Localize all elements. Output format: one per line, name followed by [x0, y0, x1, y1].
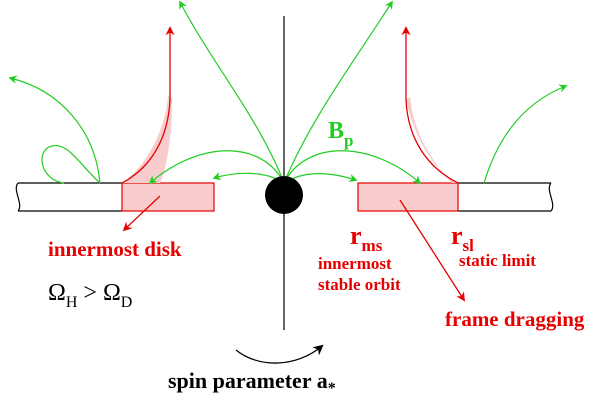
plunge-region-right — [406, 97, 458, 183]
spin-parameter-label: spin parameter a* — [168, 368, 336, 397]
static-limit-label: static limit — [459, 251, 536, 270]
red-field-line-right — [401, 26, 459, 184]
innermost-disk-arrow — [122, 195, 161, 232]
innermost-disk-left — [121, 182, 215, 212]
black-hole — [265, 176, 303, 214]
field-loop-left — [41, 145, 101, 184]
red-field-line-left — [121, 26, 175, 184]
rms-label: rms — [350, 221, 383, 255]
poloidal-field-lines — [8, 0, 568, 185]
innermost-stable-orbit-line2: stable orbit — [318, 275, 401, 294]
innermost-disk-right — [357, 182, 459, 212]
outer-disk-right — [458, 182, 554, 212]
bp-label: Bp — [328, 118, 353, 150]
innermost-stable-orbit-line1: innermost — [318, 254, 392, 273]
field-line-far-right — [483, 84, 568, 184]
frame-dragging-label: frame dragging — [445, 307, 585, 331]
outer-disk-left — [15, 182, 122, 212]
omega-relation: ΩH > ΩD — [48, 280, 132, 311]
field-line-far-left — [8, 75, 101, 184]
spin-rotation-arrow — [235, 344, 324, 364]
plunge-region-left — [122, 95, 172, 183]
frame-dragging-arrow — [399, 199, 465, 302]
field-line-right-arc — [283, 150, 422, 185]
rsl-label: rsl — [451, 221, 474, 255]
field-line-right-up — [283, 0, 393, 184]
innermost-disk-label: innermost disk — [48, 237, 182, 261]
field-line-left-up — [179, 0, 285, 184]
field-line-left-arc — [148, 150, 285, 185]
